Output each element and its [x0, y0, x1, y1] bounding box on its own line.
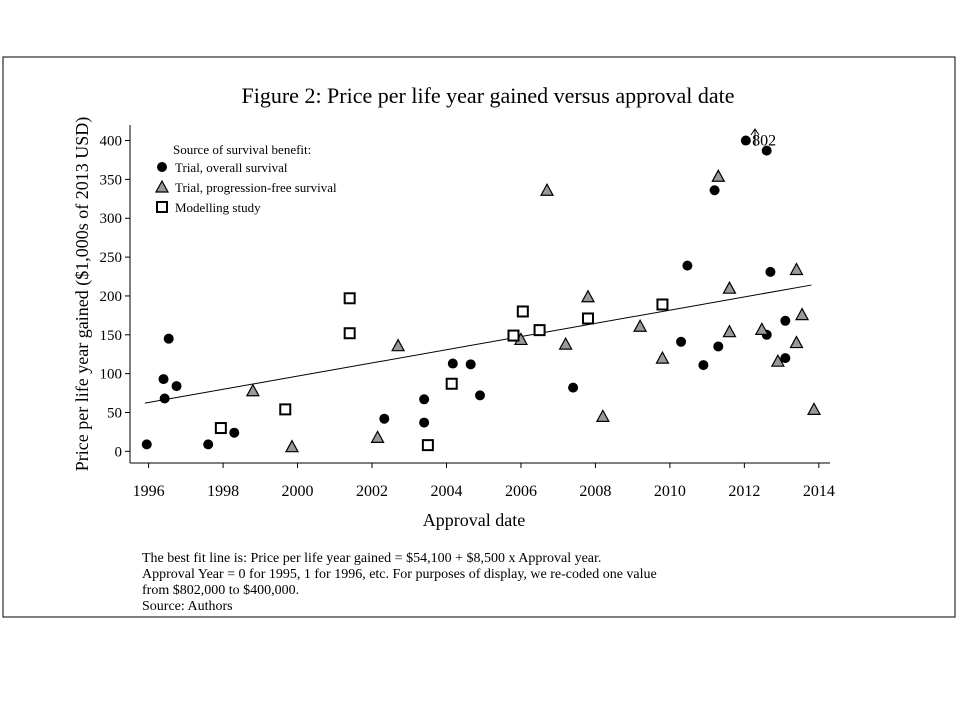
x-axis-label: Approval date	[423, 510, 525, 530]
annotation-arrow-head	[750, 128, 760, 136]
y-tick-label: 150	[100, 328, 123, 344]
point	[465, 359, 476, 370]
y-tick-label: 100	[100, 367, 123, 383]
chart-title: Figure 2: Price per life year gained ver…	[242, 83, 735, 108]
point	[558, 336, 573, 350]
point	[279, 403, 292, 416]
point	[722, 324, 737, 338]
point	[379, 413, 390, 424]
x-tick-label: 2002	[356, 483, 388, 500]
point	[203, 439, 214, 450]
point	[780, 353, 791, 364]
point	[343, 327, 356, 340]
point	[770, 353, 785, 367]
y-tick-label: 250	[100, 250, 123, 266]
point	[789, 262, 804, 276]
point	[284, 439, 299, 453]
legend-marker	[157, 162, 167, 172]
y-tick-label: 50	[107, 405, 122, 421]
point	[516, 305, 529, 318]
point	[475, 390, 485, 401]
point	[159, 393, 170, 404]
x-tick-label: 1998	[207, 483, 239, 500]
legend-marker	[156, 201, 168, 213]
legend-marker	[154, 179, 170, 193]
x-tick-label: 2008	[579, 483, 611, 500]
annotation: 802	[752, 133, 776, 150]
point	[245, 383, 260, 397]
point	[789, 335, 804, 349]
point	[656, 298, 669, 311]
legend-label: Trial, overall survival	[175, 160, 288, 175]
x-tick-label: 2004	[430, 483, 462, 500]
point	[163, 333, 174, 344]
note-line: The best fit line is: Price per life yea…	[142, 551, 601, 566]
y-tick-label: 200	[100, 289, 123, 305]
point	[655, 350, 670, 364]
y-tick-label: 300	[100, 211, 123, 227]
point	[568, 382, 579, 393]
point	[595, 409, 610, 422]
point	[761, 145, 772, 156]
x-tick-label: 2006	[505, 483, 537, 500]
point	[540, 183, 555, 196]
point	[533, 324, 546, 337]
point	[795, 307, 810, 321]
y-tick-label: 400	[100, 134, 123, 150]
x-tick-label: 2000	[282, 483, 314, 500]
point	[713, 341, 724, 352]
legend-label: Trial, progression-free survival	[175, 180, 337, 195]
point	[343, 292, 356, 305]
legend-label: Modelling study	[175, 200, 261, 215]
point	[141, 439, 152, 450]
y-axis-label: Price per life year gained ($1,000s of 2…	[72, 117, 93, 471]
note-line: Approval Year = 0 for 1995, 1 for 1996, …	[142, 567, 657, 582]
point	[445, 377, 458, 390]
point	[698, 360, 709, 371]
x-tick-label: 2012	[728, 483, 760, 500]
point	[711, 169, 726, 182]
frame	[2, 56, 956, 618]
x-tick-label: 1996	[133, 483, 165, 500]
point	[391, 338, 406, 352]
notes: The best fit line is: Price per life yea…	[142, 551, 657, 614]
note-line: from $802,000 to $400,000.	[142, 583, 299, 598]
point	[158, 374, 169, 385]
point	[722, 280, 737, 294]
point	[580, 289, 595, 303]
point	[709, 185, 720, 196]
point	[633, 318, 648, 332]
x-tick-label: 2014	[803, 483, 835, 500]
point	[806, 402, 821, 415]
point	[214, 422, 227, 435]
point	[229, 427, 240, 438]
point	[676, 336, 687, 347]
point	[419, 417, 430, 428]
point	[419, 394, 430, 405]
point	[765, 266, 776, 277]
point	[370, 430, 385, 443]
x-tick-label: 2010	[654, 483, 686, 500]
note-line: Source: Authors	[142, 599, 233, 614]
point	[447, 358, 458, 369]
point	[754, 322, 769, 335]
point	[507, 329, 520, 342]
y-tick-label: 350	[100, 172, 123, 188]
point	[682, 260, 693, 271]
legend-title: Source of survival benefit:	[173, 142, 311, 157]
point	[581, 312, 594, 325]
point	[740, 135, 751, 146]
point	[421, 439, 434, 452]
y-tick-label: 0	[115, 444, 123, 460]
fit-line	[144, 284, 812, 404]
point	[780, 315, 791, 326]
point	[171, 381, 182, 392]
